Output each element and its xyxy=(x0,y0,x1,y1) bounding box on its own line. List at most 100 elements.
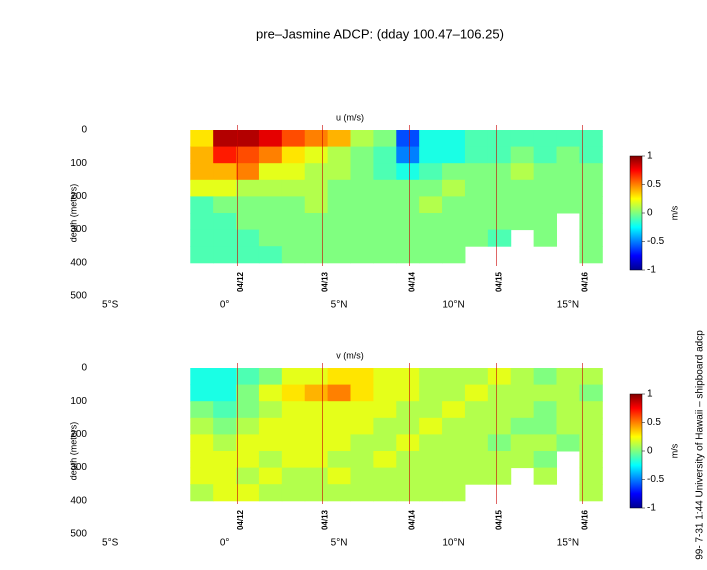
cell xyxy=(487,130,512,148)
cell xyxy=(533,213,558,231)
cell xyxy=(190,401,214,419)
cell xyxy=(281,196,306,214)
colorbar-tick-label: 1 xyxy=(647,151,653,162)
cell xyxy=(236,246,260,264)
cell xyxy=(373,246,397,264)
cell xyxy=(281,179,306,197)
cell xyxy=(487,451,512,469)
y-tick-label: 300 xyxy=(70,462,87,473)
colorbar-tick-label: 1 xyxy=(647,389,653,400)
cell xyxy=(396,401,420,419)
cell xyxy=(281,417,306,435)
cell xyxy=(213,130,237,148)
cell xyxy=(419,417,443,435)
cell xyxy=(258,384,283,402)
cell xyxy=(464,417,489,435)
cell xyxy=(510,179,535,197)
cell xyxy=(579,401,603,419)
cell xyxy=(464,229,489,247)
x-tick-label: 10°N xyxy=(442,538,464,549)
y-tick-label: 500 xyxy=(70,529,87,540)
cell xyxy=(419,179,443,197)
cell xyxy=(373,484,397,502)
cell xyxy=(373,451,397,469)
cell xyxy=(556,196,580,214)
x-tick-label: 5°N xyxy=(331,538,348,549)
cell xyxy=(327,417,352,435)
cell xyxy=(327,130,352,148)
cell xyxy=(281,163,306,181)
cell xyxy=(350,401,374,419)
cell xyxy=(213,229,237,247)
cell xyxy=(236,196,260,214)
cell xyxy=(236,179,260,197)
y-tick-label: 300 xyxy=(70,224,87,235)
cell xyxy=(579,434,603,452)
cell xyxy=(533,146,558,164)
cell xyxy=(304,130,329,148)
colorbar xyxy=(629,155,643,271)
cell xyxy=(327,179,352,197)
x-tick-label: 5°S xyxy=(102,538,119,549)
cell xyxy=(236,384,260,402)
cell xyxy=(533,368,558,386)
cell xyxy=(442,246,466,264)
y-tick-label: 200 xyxy=(70,191,87,202)
cell xyxy=(533,467,558,485)
cell xyxy=(190,130,214,148)
colorbar xyxy=(629,393,643,509)
cell xyxy=(190,434,214,452)
cell xyxy=(304,368,329,386)
cell xyxy=(190,146,214,164)
cell xyxy=(487,196,512,214)
cell xyxy=(281,384,306,402)
cell xyxy=(236,213,260,231)
credit: 99- 7-31 1:44 University of Hawaii – shi… xyxy=(695,330,706,560)
cell xyxy=(304,196,329,214)
cell xyxy=(350,196,374,214)
cell xyxy=(350,246,374,264)
y-tick-label: 500 xyxy=(70,291,87,302)
cell xyxy=(419,368,443,386)
x-tick-label: 15°N xyxy=(557,300,579,311)
cell xyxy=(373,130,397,148)
cell xyxy=(510,434,535,452)
cell xyxy=(533,417,558,435)
cell xyxy=(281,484,306,502)
cell xyxy=(442,417,466,435)
cell xyxy=(533,163,558,181)
date-label: 04/15 xyxy=(495,271,504,292)
cell xyxy=(533,434,558,452)
cell xyxy=(487,229,512,247)
cell xyxy=(419,484,443,502)
cell xyxy=(327,196,352,214)
y-axis-label: depth (meters) xyxy=(68,184,78,243)
cell xyxy=(304,146,329,164)
cell xyxy=(258,401,283,419)
cell xyxy=(373,417,397,435)
cell xyxy=(510,417,535,435)
cell xyxy=(258,246,283,264)
cell xyxy=(579,368,603,386)
cell xyxy=(190,196,214,214)
cell xyxy=(373,213,397,231)
cell xyxy=(258,368,283,386)
cell xyxy=(281,246,306,264)
cell xyxy=(487,146,512,164)
cell xyxy=(396,467,420,485)
cell xyxy=(533,451,558,469)
cell xyxy=(350,146,374,164)
cell xyxy=(396,229,420,247)
cell xyxy=(373,434,397,452)
cell xyxy=(236,130,260,148)
cell xyxy=(533,196,558,214)
cell xyxy=(510,401,535,419)
cell xyxy=(419,196,443,214)
x-tick-label: 0° xyxy=(220,538,230,549)
cell xyxy=(579,384,603,402)
cell xyxy=(464,451,489,469)
cell xyxy=(190,229,214,247)
cell xyxy=(442,163,466,181)
cell xyxy=(579,484,603,502)
